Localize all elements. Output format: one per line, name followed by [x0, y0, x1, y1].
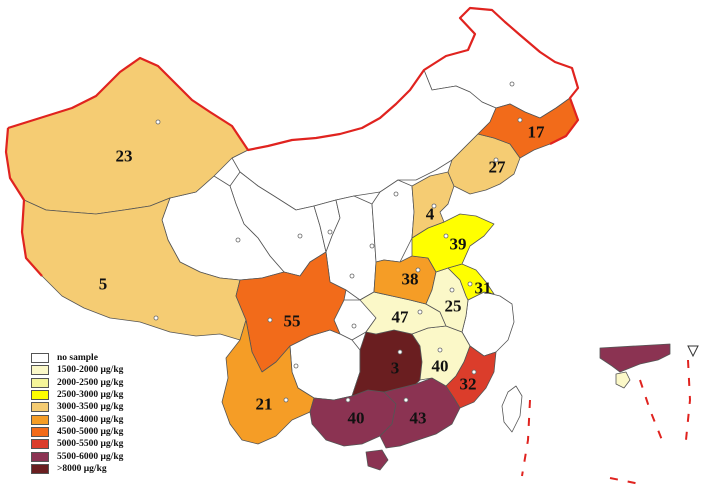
- legend-swatch: [31, 353, 49, 364]
- legend-item: 5500-6000 μg/kg: [31, 450, 221, 462]
- label-henan: 38: [402, 270, 419, 289]
- label-fujian: 32: [460, 375, 477, 394]
- label-sichuan: 55: [284, 312, 301, 331]
- region-inner-mongolia: [231, 69, 497, 211]
- legend-swatch: [31, 426, 49, 437]
- region-hainan: [365, 449, 389, 471]
- legend-swatch: [31, 402, 49, 413]
- label-anhui: 25: [445, 297, 462, 316]
- legend-item: 4500-5000 μg/kg: [31, 426, 221, 438]
- legend-item: no sample: [31, 352, 221, 364]
- maritime-boundaries: [521, 359, 692, 485]
- legend-item: 2000-2500 μg/kg: [31, 377, 221, 389]
- sampled-regions: [5, 57, 671, 471]
- legend-item: 1500-2000 μg/kg: [31, 364, 221, 376]
- inset-hainan: [615, 371, 631, 389]
- legend-label: 5500-6000 μg/kg: [57, 451, 124, 462]
- no-sample-regions: [161, 7, 579, 433]
- city-dots: [153, 81, 523, 403]
- western-border: [4, 127, 43, 277]
- legend-label: 2000-2500 μg/kg: [57, 377, 124, 388]
- label-tibet: 5: [99, 275, 108, 294]
- label-shandong: 39: [450, 235, 467, 254]
- legend-swatch: [31, 390, 49, 401]
- region-labels: 23 5 55 21 40 43 3 40 32 47 25 31 38 39 …: [99, 123, 545, 428]
- legend-label: 3500-4000 μg/kg: [57, 414, 124, 425]
- legend-swatch: [31, 463, 49, 474]
- label-yunnan: 21: [256, 395, 273, 414]
- label-hubei: 47: [392, 308, 410, 327]
- legend-label: 4500-5000 μg/kg: [57, 426, 124, 437]
- legend-swatch: [31, 365, 49, 376]
- region-guangdong: [379, 377, 461, 449]
- label-guangxi: 40: [348, 409, 365, 428]
- inset-marker-icon: [687, 345, 699, 358]
- legend-label: 3000-3500 μg/kg: [57, 402, 124, 413]
- label-jiangsu: 31: [475, 279, 492, 298]
- label-jiangxi: 40: [432, 357, 449, 376]
- label-xinjiang: 23: [116, 147, 133, 166]
- label-hunan: 3: [391, 359, 400, 378]
- label-hebei: 4: [426, 205, 435, 224]
- legend-label: 2500-3000 μg/kg: [57, 390, 124, 401]
- label-jilin: 17: [528, 123, 546, 142]
- region-taiwan: [501, 385, 523, 433]
- region-shandong: [411, 213, 495, 273]
- legend-item: >8000 μg/kg: [31, 463, 221, 475]
- map-legend: no sample 1500-2000 μg/kg 2000-2500 μg/k…: [31, 352, 221, 475]
- legend-swatch: [31, 439, 49, 450]
- legend-swatch: [31, 414, 49, 425]
- legend-item: 2500-3000 μg/kg: [31, 389, 221, 401]
- inset-south-china-sea: [599, 343, 671, 373]
- legend-label: 5000-5500 μg/kg: [57, 439, 124, 450]
- legend-label: 1500-2000 μg/kg: [57, 365, 124, 376]
- legend-swatch: [31, 451, 49, 462]
- label-liaoning: 27: [489, 158, 507, 177]
- legend-item: 3500-4000 μg/kg: [31, 413, 221, 425]
- legend-swatch: [31, 377, 49, 388]
- legend-item: 5000-5500 μg/kg: [31, 438, 221, 450]
- region-fujian: [445, 345, 497, 409]
- national-border: [7, 6, 580, 152]
- legend-label: >8000 μg/kg: [57, 463, 107, 474]
- label-guangdong: 43: [410, 409, 427, 428]
- legend-item: 3000-3500 μg/kg: [31, 401, 221, 413]
- legend-label: no sample: [57, 353, 98, 364]
